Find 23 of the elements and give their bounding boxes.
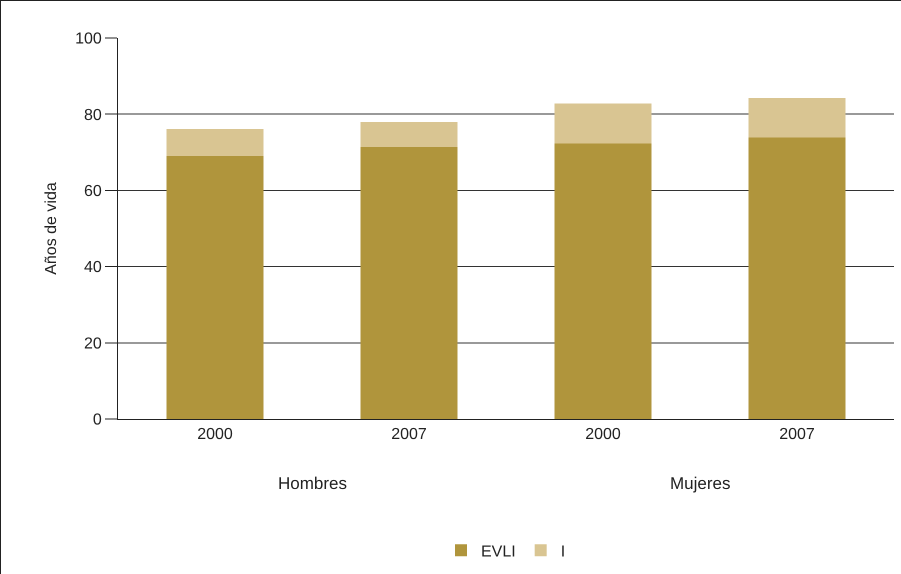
y-tick-label: 80 xyxy=(84,106,102,124)
bar xyxy=(554,144,652,419)
y-tick-label: 100 xyxy=(75,30,102,48)
y-tick-label: 60 xyxy=(84,183,102,200)
y-tick-label: 40 xyxy=(84,259,102,276)
legend-label: EVLI xyxy=(481,543,516,560)
bar xyxy=(360,146,458,419)
bar xyxy=(166,156,264,419)
bar xyxy=(748,137,846,419)
x-tick-label: 2000 xyxy=(585,426,621,444)
bar xyxy=(360,122,458,147)
y-tick-label: 20 xyxy=(84,335,102,352)
x-tick-label: 2007 xyxy=(391,426,427,444)
text: Mujeres xyxy=(670,474,730,493)
x-tick-label: 2007 xyxy=(779,426,815,444)
y-axis-title: Años de vida xyxy=(42,182,60,275)
text: Hombres xyxy=(278,474,347,493)
bar xyxy=(748,98,846,138)
bar xyxy=(554,104,652,144)
x-tick-label: 2000 xyxy=(197,426,233,444)
y-tick-label: 0 xyxy=(92,412,102,429)
legend-label: I xyxy=(560,543,566,560)
bar xyxy=(166,129,264,156)
